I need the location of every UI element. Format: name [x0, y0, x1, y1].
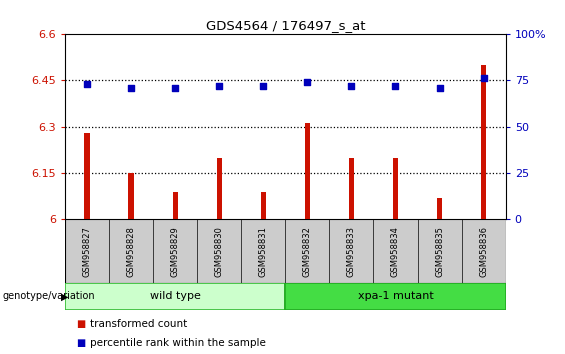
Bar [216, 158, 222, 219]
Text: GSM958827: GSM958827 [82, 226, 92, 277]
Point [82, 81, 92, 87]
Point [171, 85, 180, 90]
Bar [349, 158, 354, 219]
Text: GSM958836: GSM958836 [479, 226, 488, 277]
Bar [393, 158, 398, 219]
Point [127, 85, 136, 90]
Point [391, 83, 400, 88]
Bar [481, 64, 486, 219]
Text: ▶: ▶ [61, 291, 68, 302]
Point [435, 85, 444, 90]
Point [215, 83, 224, 88]
Bar [65, 283, 285, 310]
Text: GSM958830: GSM958830 [215, 226, 224, 277]
Text: GSM958835: GSM958835 [435, 226, 444, 277]
Bar [285, 283, 506, 310]
Bar [84, 133, 90, 219]
Text: GSM958831: GSM958831 [259, 226, 268, 277]
Text: GSM958828: GSM958828 [127, 226, 136, 277]
Point [303, 79, 312, 85]
Bar [260, 192, 266, 219]
Bar [437, 198, 442, 219]
Text: genotype/variation: genotype/variation [3, 291, 95, 302]
Text: GSM958833: GSM958833 [347, 226, 356, 277]
Text: GSM958834: GSM958834 [391, 226, 400, 277]
Text: xpa-1 mutant: xpa-1 mutant [358, 291, 433, 302]
Point [479, 75, 488, 81]
Text: wild type: wild type [150, 291, 201, 302]
Bar [128, 173, 134, 219]
Bar [172, 192, 178, 219]
Title: GDS4564 / 176497_s_at: GDS4564 / 176497_s_at [206, 19, 365, 33]
Text: ■: ■ [76, 319, 85, 329]
Point [347, 83, 356, 88]
Text: GSM958829: GSM958829 [171, 226, 180, 277]
Point [259, 83, 268, 88]
Text: GSM958832: GSM958832 [303, 226, 312, 277]
Text: percentile rank within the sample: percentile rank within the sample [90, 338, 266, 348]
Bar [305, 124, 310, 219]
Text: transformed count: transformed count [90, 319, 188, 329]
Text: ■: ■ [76, 338, 85, 348]
